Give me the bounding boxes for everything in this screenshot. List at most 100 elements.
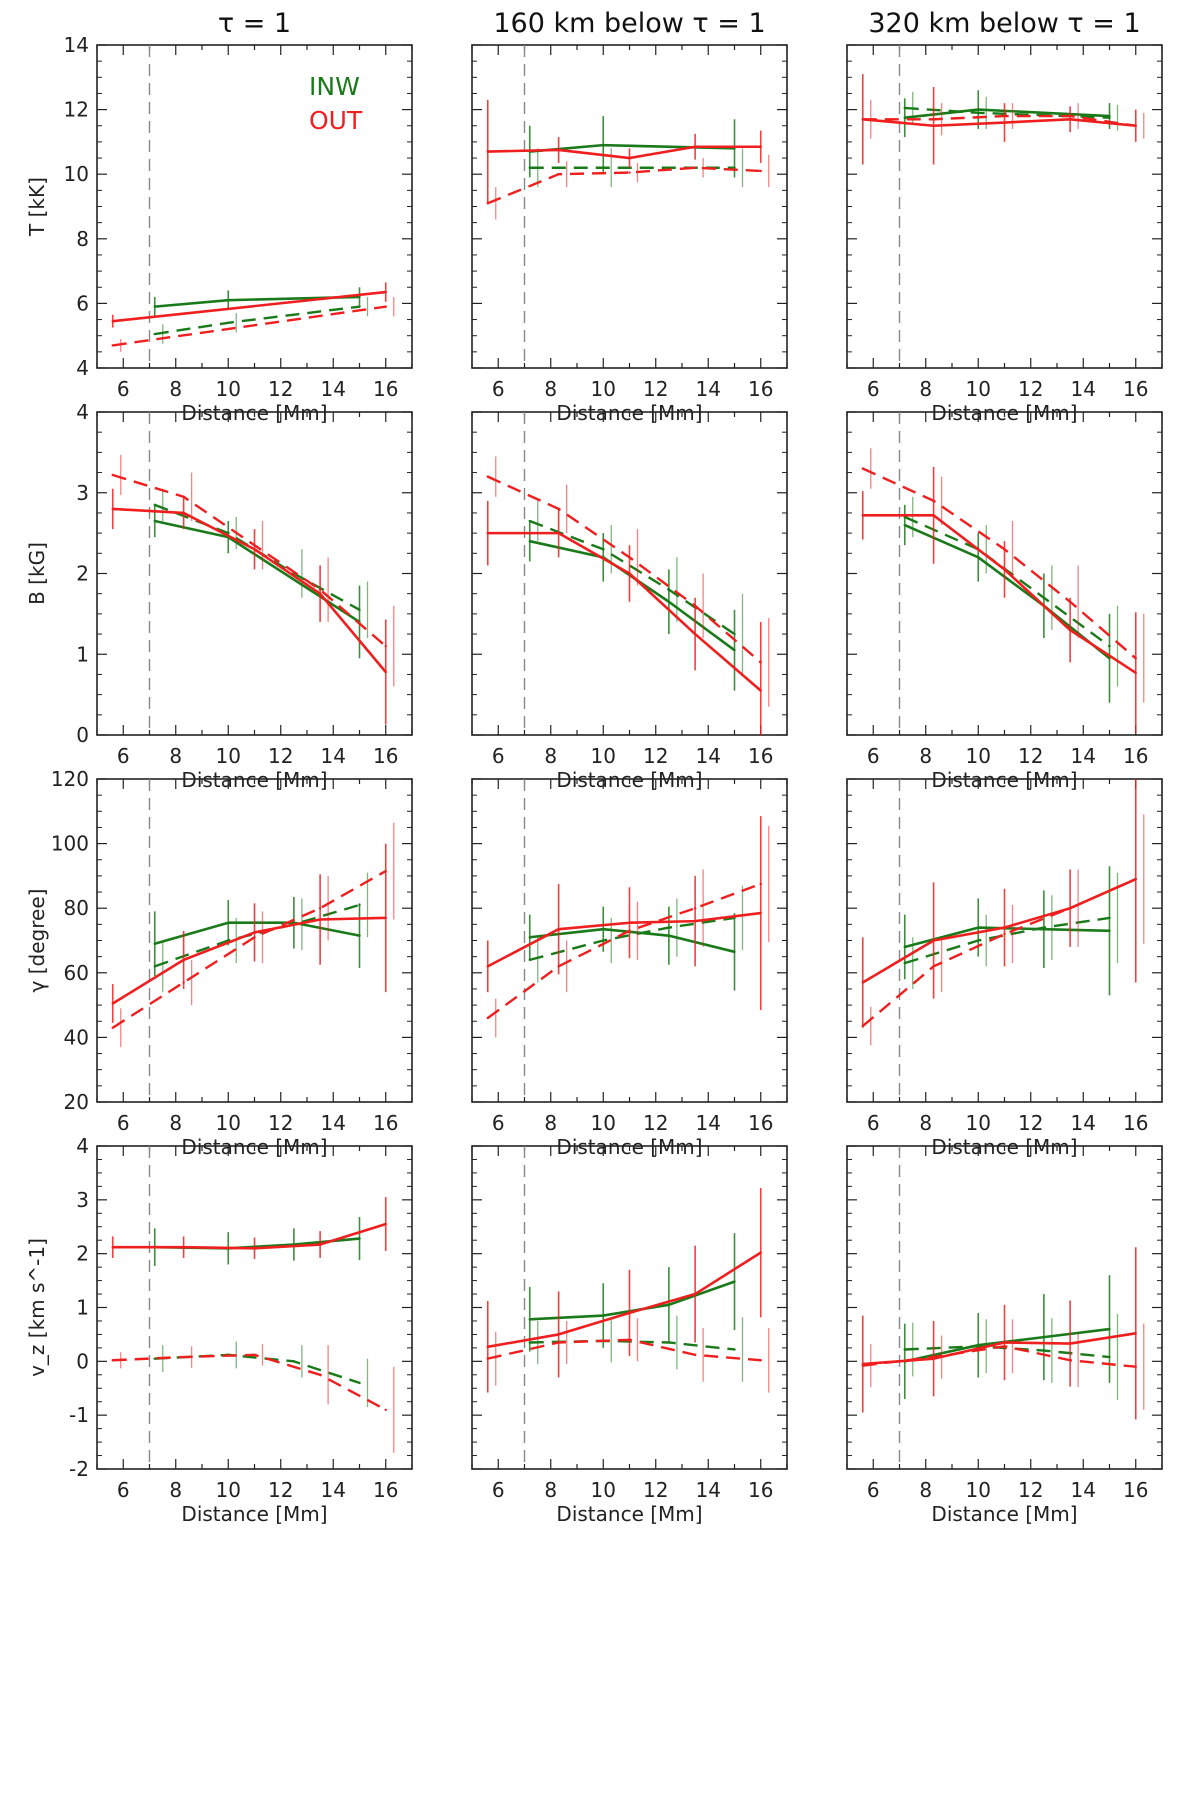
data-point — [253, 544, 256, 547]
x-tick-label: 12 — [643, 1111, 668, 1135]
data-layer — [486, 1146, 770, 1469]
data-point — [486, 1357, 489, 1360]
data-point — [182, 981, 185, 984]
data-point — [1068, 628, 1072, 632]
x-tick-label: 10 — [216, 1478, 241, 1502]
data-point — [318, 918, 322, 921]
x-tick-label: 12 — [268, 1111, 293, 1135]
data-point — [1108, 116, 1111, 119]
data-point — [1134, 671, 1137, 675]
data-point — [759, 882, 762, 886]
data-point — [111, 344, 114, 347]
data-point — [1068, 118, 1072, 121]
data-point — [1003, 548, 1006, 551]
data-point — [318, 907, 322, 910]
inw-dashed-series-line — [154, 305, 360, 336]
x-tick-label: 6 — [492, 1111, 505, 1135]
x-tick-label: 16 — [748, 744, 773, 768]
data-point — [1042, 1349, 1046, 1352]
data-layer — [111, 1146, 395, 1469]
x-tick-label: 10 — [216, 1111, 241, 1135]
legend-inw-label: INW — [309, 72, 360, 101]
data-point — [628, 572, 631, 575]
x-tick-label: 14 — [321, 377, 346, 401]
data-layer — [486, 412, 770, 735]
x-tick-label: 6 — [867, 377, 880, 401]
data-point — [253, 548, 256, 551]
y-tick-label: 0 — [76, 723, 89, 747]
data-point — [932, 118, 935, 121]
data-point — [253, 931, 256, 934]
data-point — [153, 1357, 156, 1360]
data-point — [977, 1345, 980, 1348]
column-title: τ = 1 — [218, 8, 291, 39]
data-point — [1003, 932, 1006, 936]
data-point — [528, 936, 531, 939]
y-tick-label: 14 — [64, 33, 89, 57]
y-tick-label: 20 — [64, 1090, 89, 1114]
inw-dashed-series-line — [154, 1353, 360, 1385]
data-point — [358, 295, 361, 299]
data-point — [733, 632, 736, 636]
x-tick-label: 12 — [268, 377, 293, 401]
data-point — [1068, 600, 1072, 603]
data-point — [384, 670, 387, 674]
x-tick-label: 16 — [748, 1111, 773, 1135]
x-tick-label: 6 — [117, 377, 130, 401]
data-point — [153, 965, 156, 968]
data-point — [111, 1359, 114, 1362]
data-point — [733, 166, 736, 169]
data-point — [227, 531, 230, 535]
data-point — [903, 945, 906, 949]
data-point — [557, 927, 560, 931]
data-point — [1108, 644, 1111, 648]
data-point — [227, 298, 230, 302]
data-point — [557, 965, 560, 968]
x-tick-label: 8 — [919, 1111, 932, 1135]
y-axis-label: B [kG] — [25, 542, 49, 605]
data-layer — [861, 1146, 1145, 1469]
y-tick-label: 3 — [76, 1188, 89, 1212]
out-dashed-series-line — [112, 473, 387, 648]
data-point — [693, 919, 697, 923]
data-point — [667, 1341, 671, 1344]
inw-solid-series-line — [154, 519, 361, 624]
x-tick-label: 16 — [1123, 1478, 1148, 1502]
out-solid-series-line — [112, 1222, 387, 1250]
panel: 6 8 10 12 14 16 Distance [Mm] — [471, 1145, 788, 1526]
data-point — [318, 1243, 322, 1246]
data-layer — [486, 779, 770, 1102]
data-point — [977, 108, 980, 111]
x-tick-label: 14 — [321, 1478, 346, 1502]
data-point — [384, 644, 387, 648]
x-tick-label: 6 — [492, 377, 505, 401]
data-point — [486, 965, 489, 968]
data-point — [1108, 657, 1111, 660]
data-point — [1003, 1345, 1006, 1348]
data-point — [932, 499, 935, 503]
data-point — [557, 173, 560, 176]
y-axis-label: γ [degree] — [25, 889, 49, 993]
x-tick-label: 14 — [696, 744, 721, 768]
y-tick-label: 3 — [76, 481, 89, 505]
data-layer — [111, 779, 395, 1102]
x-tick-label: 16 — [748, 1478, 773, 1502]
data-point — [602, 166, 605, 169]
x-tick-label: 8 — [169, 1111, 182, 1135]
data-point — [628, 929, 631, 933]
x-tick-label: 10 — [216, 744, 241, 768]
x-tick-label: 14 — [696, 377, 721, 401]
data-point — [861, 467, 864, 470]
x-tick-label: 6 — [117, 1478, 130, 1502]
data-point — [384, 290, 387, 294]
y-tick-label: -1 — [69, 1403, 89, 1427]
data-point — [932, 124, 935, 127]
data-point — [903, 961, 906, 965]
x-axis-label: Distance [Mm] — [931, 1502, 1077, 1526]
x-tick-label: 8 — [544, 377, 557, 401]
x-tick-label: 6 — [117, 744, 130, 768]
data-point — [861, 514, 864, 517]
data-point — [932, 939, 935, 942]
data-point — [153, 332, 156, 336]
